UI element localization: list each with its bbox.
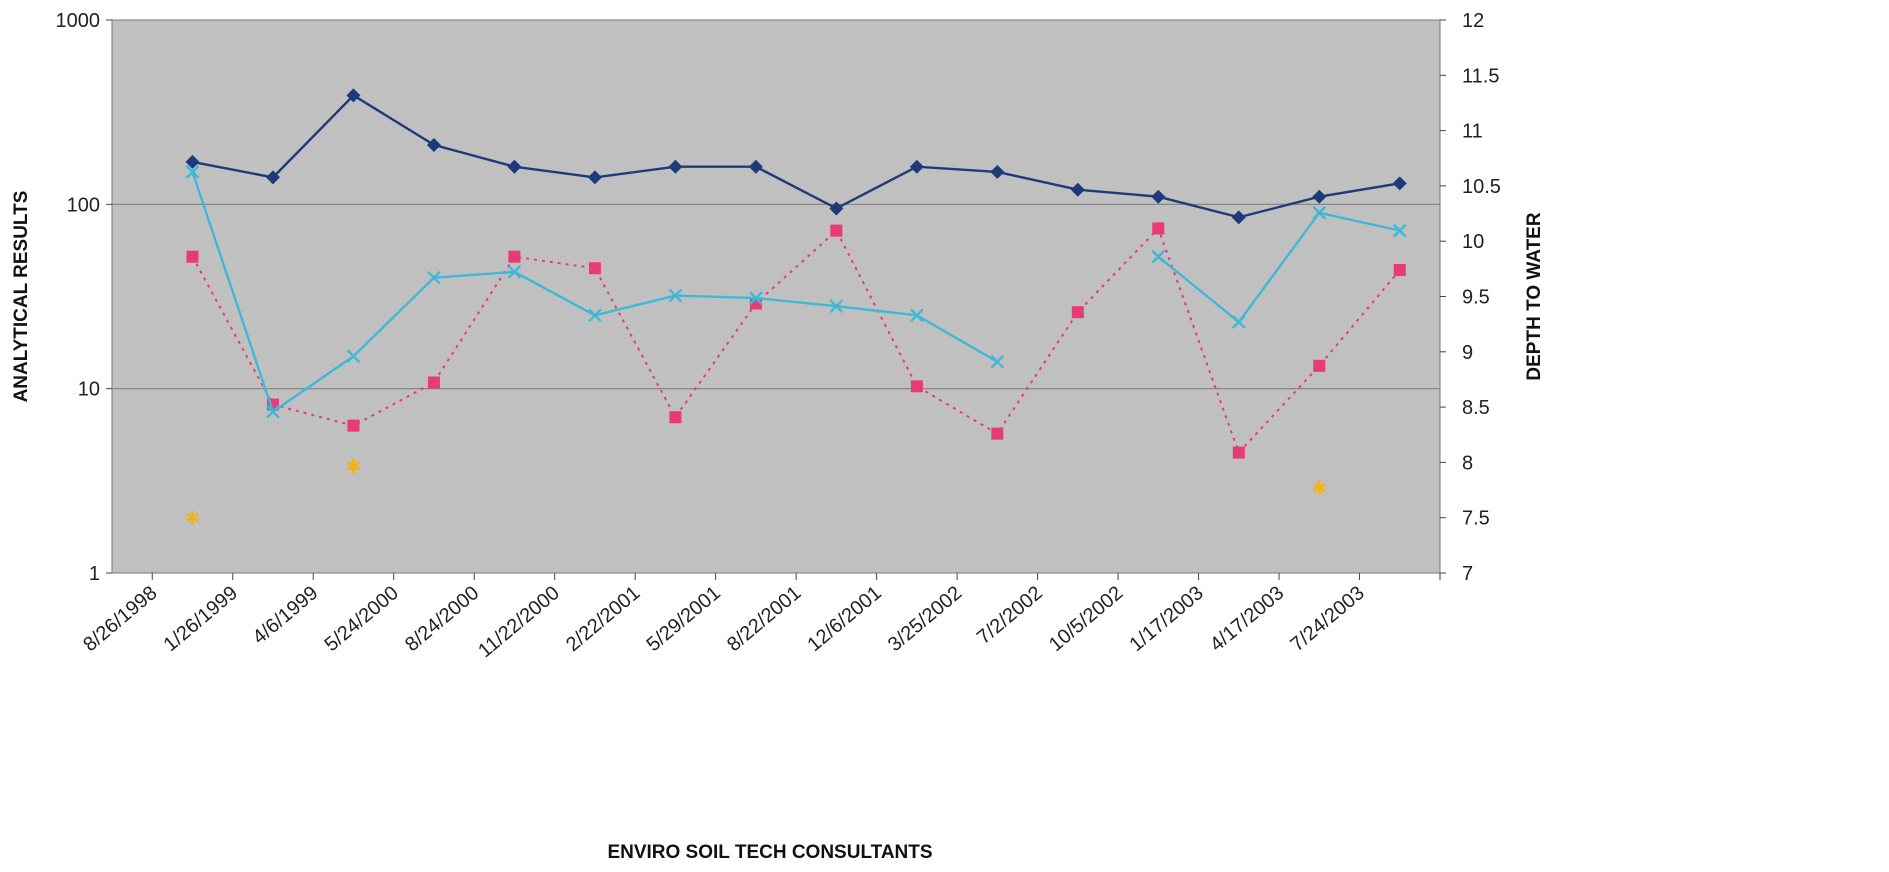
data-point xyxy=(1231,315,1246,329)
x-tick-label: 5/29/2001 xyxy=(643,582,725,656)
x-tick-label: 5/24/2000 xyxy=(321,582,403,656)
data-point xyxy=(507,265,522,279)
y-tick-label: 100 xyxy=(67,194,100,216)
data-point xyxy=(749,291,763,305)
data-point xyxy=(910,380,923,393)
data-point xyxy=(346,459,361,474)
data-point xyxy=(185,165,200,179)
data-point xyxy=(669,411,682,424)
x-tick-label: 7/2/2002 xyxy=(973,582,1047,649)
y-tick-label: 10 xyxy=(78,379,100,401)
y-tick-label: 1 xyxy=(89,563,100,585)
x-tick-label: 12/6/2001 xyxy=(804,582,886,656)
series-line xyxy=(1157,211,1401,324)
data-point xyxy=(1393,264,1406,277)
y2-tick-label: 12 xyxy=(1462,10,1484,32)
data-point xyxy=(427,270,441,285)
data-point xyxy=(1151,249,1166,264)
y2-tick-label: 11 xyxy=(1462,121,1483,143)
data-point xyxy=(1070,182,1085,197)
data-point xyxy=(1071,306,1084,319)
y2-tick-label: 11.5 xyxy=(1462,65,1499,87)
data-point xyxy=(910,308,924,323)
series-1 xyxy=(185,88,1407,225)
x-tick-label: 8/26/1998 xyxy=(79,582,161,656)
data-point xyxy=(1392,223,1407,238)
y2-tick-label: 9 xyxy=(1462,342,1473,364)
data-point xyxy=(186,250,199,263)
data-point xyxy=(990,164,1005,179)
data-point xyxy=(991,427,1004,440)
data-point xyxy=(1232,446,1245,459)
data-point xyxy=(507,159,522,174)
data-point xyxy=(1151,189,1166,204)
y2-axis-title: DEPTH TO WATER xyxy=(1524,212,1545,380)
gridlines xyxy=(112,203,1440,390)
data-point xyxy=(185,154,200,169)
data-point xyxy=(346,349,361,364)
x-tick-label: 4/6/1999 xyxy=(249,582,323,649)
series-line xyxy=(192,93,1400,219)
data-point xyxy=(588,308,602,323)
series-2 xyxy=(186,222,1406,459)
data-point xyxy=(588,262,601,275)
data-point xyxy=(909,159,924,174)
data-point xyxy=(829,201,844,216)
x-tick-label: 1/26/1999 xyxy=(160,582,242,656)
data-point xyxy=(829,299,844,314)
data-point xyxy=(185,510,200,525)
y2-tick-label: 9.5 xyxy=(1462,287,1490,309)
data-point xyxy=(1152,222,1165,235)
data-point xyxy=(266,404,280,419)
x-tick-label: 8/24/2000 xyxy=(401,582,483,656)
data-point xyxy=(426,137,441,152)
data-point xyxy=(1312,205,1327,220)
data-point xyxy=(1312,189,1327,204)
data-point xyxy=(668,159,683,174)
data-point xyxy=(346,88,361,103)
series-line xyxy=(191,226,1401,455)
data-point xyxy=(1313,359,1326,372)
y2-tick-label: 7 xyxy=(1462,563,1473,585)
x-tick-label: 1/17/2003 xyxy=(1125,582,1207,656)
y-axis-title: ANALYTICAL RESULTS xyxy=(11,191,32,403)
series-3 xyxy=(185,165,1407,419)
data-point xyxy=(1392,176,1407,191)
x-tick-label: 3/25/2002 xyxy=(884,582,966,656)
data-point xyxy=(1231,210,1246,225)
data-point xyxy=(748,159,763,174)
data-point xyxy=(830,224,843,237)
y-tick-label: 1000 xyxy=(56,10,101,32)
data-point xyxy=(587,170,602,185)
series-4 xyxy=(185,459,1327,525)
y-axis-ticks: 1 10 100 1000 xyxy=(56,10,112,585)
data-point xyxy=(427,376,440,389)
data-point xyxy=(1312,480,1327,495)
x-tick-label: 10/5/2002 xyxy=(1045,582,1127,656)
x-tick-label: 7/24/2003 xyxy=(1286,582,1368,656)
x-tick-label: 11/22/2000 xyxy=(474,582,564,662)
x-tick-label: 8/22/2001 xyxy=(723,582,805,656)
x-tick-label: 4/17/2003 xyxy=(1206,582,1288,656)
data-point xyxy=(508,250,521,263)
data-point xyxy=(668,288,683,303)
y2-tick-label: 10.5 xyxy=(1462,176,1501,198)
series-layer xyxy=(185,88,1407,525)
y2-tick-label: 8 xyxy=(1462,452,1473,474)
y2-tick-label: 7.5 xyxy=(1462,508,1490,530)
plot-area xyxy=(111,19,1441,574)
y2-tick-label: 8.5 xyxy=(1462,397,1490,419)
data-point xyxy=(265,170,280,185)
y2-axis-ticks: 7 7.5 8 8.5 9 9.5 10 10.5 11 11.5 12 xyxy=(1440,10,1501,585)
y2-tick-label: 10 xyxy=(1462,231,1484,253)
chart-footer: ENVIRO SOIL TECH CONSULTANTS xyxy=(607,842,932,863)
x-tick-label: 2/22/2001 xyxy=(562,582,644,656)
data-point xyxy=(990,354,1005,369)
data-point xyxy=(347,419,360,432)
